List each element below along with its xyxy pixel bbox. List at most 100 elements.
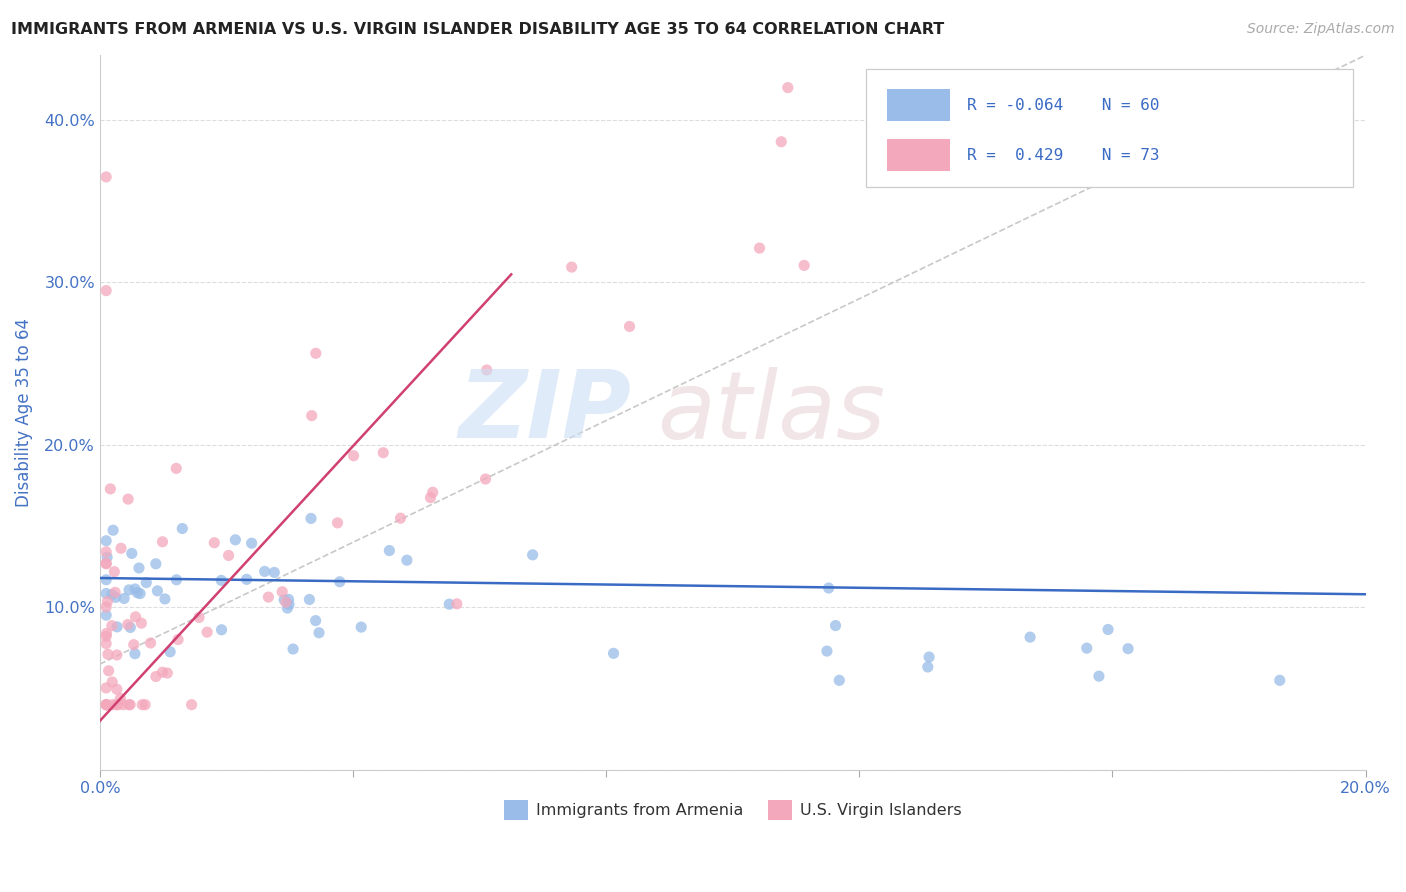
- Point: [153, 591, 176, 606]
- Point: [96, 629, 118, 643]
- Point: [139, 636, 162, 650]
- Text: atlas: atlas: [657, 367, 884, 458]
- Point: [1097, 623, 1119, 637]
- Point: [105, 648, 128, 662]
- Y-axis label: Disability Age 35 to 64: Disability Age 35 to 64: [15, 318, 32, 507]
- Point: [209, 574, 232, 588]
- Point: [561, 260, 583, 274]
- Point: [96, 636, 118, 650]
- Point: [101, 588, 124, 602]
- Point: [101, 618, 124, 632]
- Point: [271, 584, 294, 599]
- Point: [439, 597, 461, 611]
- Point: [522, 548, 544, 562]
- Point: [167, 632, 190, 647]
- Point: [274, 595, 297, 609]
- Point: [276, 601, 298, 615]
- Point: [211, 623, 233, 637]
- Point: [96, 169, 118, 184]
- Point: [172, 522, 194, 536]
- Point: [96, 586, 118, 600]
- Point: [602, 646, 624, 660]
- Point: [101, 698, 124, 712]
- Point: [135, 575, 157, 590]
- Point: [96, 533, 118, 548]
- Point: [389, 511, 412, 525]
- Point: [112, 591, 135, 606]
- Point: [224, 533, 246, 547]
- Point: [240, 536, 263, 550]
- Point: [301, 409, 323, 423]
- Point: [277, 592, 299, 607]
- Point: [104, 585, 127, 599]
- Point: [474, 472, 496, 486]
- Point: [112, 698, 135, 712]
- Point: [281, 642, 304, 657]
- Text: R = -0.064    N = 60: R = -0.064 N = 60: [967, 97, 1160, 112]
- Point: [195, 625, 218, 640]
- Point: [253, 565, 276, 579]
- Point: [96, 698, 118, 712]
- Point: [96, 698, 118, 712]
- Text: R =  0.429    N = 73: R = 0.429 N = 73: [967, 148, 1160, 162]
- Point: [97, 664, 120, 678]
- Point: [619, 319, 641, 334]
- Point: [96, 557, 118, 571]
- Point: [235, 573, 257, 587]
- FancyBboxPatch shape: [866, 70, 1353, 187]
- Point: [815, 644, 838, 658]
- Point: [156, 666, 179, 681]
- Point: [124, 610, 146, 624]
- Point: [817, 581, 839, 595]
- Point: [96, 698, 118, 712]
- Point: [299, 511, 322, 525]
- Point: [165, 461, 187, 475]
- Point: [304, 614, 326, 628]
- Point: [117, 617, 139, 632]
- Point: [105, 620, 128, 634]
- Point: [96, 573, 118, 587]
- Point: [131, 616, 153, 631]
- Point: [101, 523, 124, 537]
- Point: [110, 541, 132, 556]
- Point: [110, 691, 132, 706]
- Point: [104, 591, 127, 605]
- Point: [350, 620, 373, 634]
- Point: [103, 565, 125, 579]
- Point: [96, 557, 118, 571]
- Point: [118, 698, 141, 712]
- Point: [96, 550, 118, 565]
- Point: [1076, 641, 1098, 656]
- Text: Source: ZipAtlas.com: Source: ZipAtlas.com: [1247, 22, 1395, 37]
- Point: [166, 573, 188, 587]
- Point: [188, 610, 211, 624]
- Point: [273, 592, 295, 607]
- Point: [124, 647, 146, 661]
- Point: [793, 259, 815, 273]
- Point: [96, 284, 118, 298]
- Point: [121, 546, 143, 560]
- Point: [96, 608, 118, 623]
- Point: [145, 669, 167, 683]
- Text: IMMIGRANTS FROM ARMENIA VS U.S. VIRGIN ISLANDER DISABILITY AGE 35 TO 64 CORRELAT: IMMIGRANTS FROM ARMENIA VS U.S. VIRGIN I…: [11, 22, 945, 37]
- Point: [127, 585, 149, 599]
- Bar: [887, 89, 950, 121]
- Point: [917, 660, 939, 674]
- Point: [446, 597, 468, 611]
- Point: [395, 553, 418, 567]
- Point: [120, 620, 142, 634]
- Point: [218, 549, 240, 563]
- Point: [918, 650, 941, 665]
- Point: [120, 698, 142, 712]
- Point: [298, 592, 321, 607]
- Point: [373, 446, 395, 460]
- Point: [131, 698, 153, 712]
- Point: [378, 543, 401, 558]
- Point: [146, 583, 169, 598]
- Point: [129, 586, 152, 600]
- Point: [305, 346, 328, 360]
- Point: [257, 590, 280, 604]
- Point: [776, 80, 799, 95]
- Point: [128, 561, 150, 575]
- Point: [117, 492, 139, 507]
